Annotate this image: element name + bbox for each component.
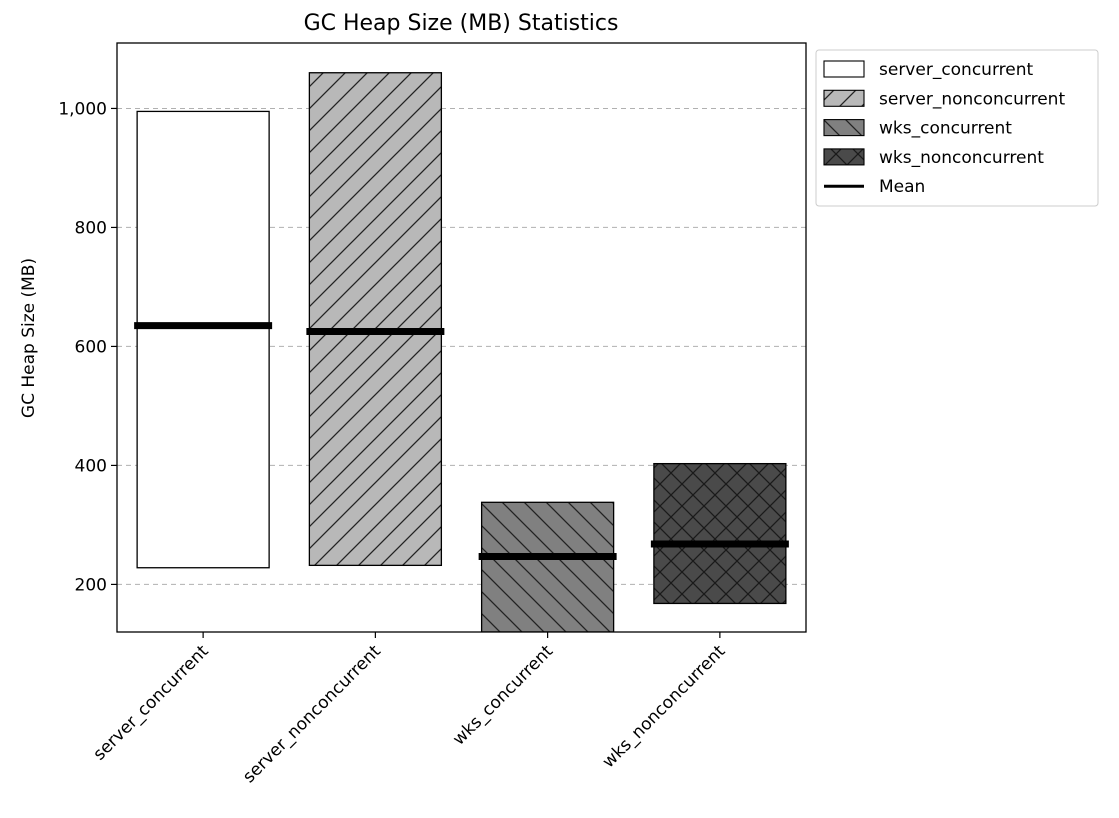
legend-label-server_nonconcurrent: server_nonconcurrent	[879, 89, 1065, 109]
plot-frame	[116, 42, 807, 633]
bar-server_nonconcurrent	[308, 72, 443, 567]
legend-swatch-server_concurrent	[823, 60, 865, 78]
x-tick-label: wks_nonconcurrent	[599, 641, 730, 772]
legend-swatch-wks_concurrent	[823, 119, 865, 137]
x-tick-label: wks_concurrent	[449, 641, 557, 749]
legend-swatch-wks_nonconcurrent	[823, 148, 865, 166]
legend-label-server_concurrent: server_concurrent	[879, 60, 1033, 80]
y-tick-label: 1,000	[58, 99, 107, 119]
bars	[136, 72, 787, 632]
legend-label-wks_nonconcurrent: wks_nonconcurrent	[879, 148, 1044, 168]
bar-server_concurrent	[136, 110, 270, 569]
chart-title: GC Heap Size (MB) Statistics	[304, 11, 619, 36]
gridlines	[117, 107, 806, 585]
bar-wks_concurrent	[480, 501, 615, 632]
y-tick-label: 600	[75, 337, 107, 357]
legend-swatch-server_nonconcurrent	[823, 89, 865, 107]
y-axis-label: GC Heap Size (MB)	[19, 258, 39, 418]
y-axis: 200 400 600 800 1,000	[58, 99, 117, 595]
legend-frame	[815, 49, 1099, 207]
y-tick-label: 200	[75, 575, 107, 595]
x-tick-label: server_concurrent	[90, 641, 213, 764]
mean-lines	[134, 322, 789, 560]
bar-wks_nonconcurrent	[653, 462, 787, 605]
y-tick-label: 800	[75, 218, 107, 238]
legend: server_concurrent server_nonconcurrentwks…	[815, 49, 1099, 207]
x-tick-label: server_nonconcurrent	[239, 641, 385, 787]
x-axis: server_concurrent server_nonconcurrent wks…	[90, 632, 730, 787]
legend-label-mean: Mean	[879, 177, 925, 197]
y-tick-label: 400	[75, 456, 107, 476]
legend-label-wks_concurrent: wks_concurrent	[879, 119, 1012, 139]
